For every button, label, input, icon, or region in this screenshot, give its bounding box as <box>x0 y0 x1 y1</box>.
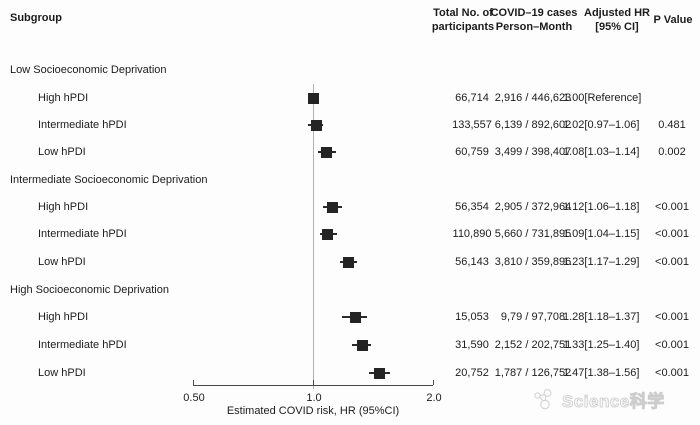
hr-marker <box>356 339 368 351</box>
col-cases: 9,79 / 97,708 <box>500 311 566 323</box>
group-row-label: High Socioeconomic Deprivation <box>10 284 169 296</box>
hr-marker <box>310 119 322 131</box>
hr-marker <box>327 201 339 213</box>
col-participants: 133,557 <box>452 119 492 131</box>
col-pvalue: <0.001 <box>655 201 689 213</box>
row-label: High hPDI <box>38 311 89 323</box>
watermark-logo-icon <box>534 389 552 410</box>
col-hr: 1.28[1.18–1.37] <box>563 311 640 323</box>
watermark-text: Science科学 <box>562 392 665 412</box>
row-label: Low hPDI <box>38 256 86 268</box>
col-participants: 56,354 <box>455 201 489 213</box>
col-hr: 1.47[1.38–1.56] <box>563 367 640 379</box>
x-axis-tick-label: 1.0 <box>306 392 322 404</box>
column-header-subgroup: Subgroup <box>10 12 62 24</box>
col-participants: 66,714 <box>455 92 489 104</box>
hr-marker <box>322 228 334 240</box>
row-label: Intermediate hPDI <box>38 339 127 351</box>
reference-line <box>312 84 314 389</box>
column-header-participants: Total No. of participants <box>428 6 498 34</box>
hr-marker <box>350 311 362 323</box>
row-label: Low hPDI <box>38 146 86 158</box>
col-cases: 2,916 / 446,623 <box>494 92 572 104</box>
col-hr: 1.23[1.17–1.29] <box>563 256 640 268</box>
col-participants: 15,053 <box>455 311 489 323</box>
column-header-adjusted-hr-line2: [95% CI] <box>595 21 639 33</box>
row-label: High hPDI <box>38 201 89 213</box>
col-pvalue: <0.001 <box>655 311 689 323</box>
column-header-cases-line2: Person–Month <box>495 21 573 33</box>
group-row-label: Intermediate Socioeconomic Deprivation <box>10 174 208 186</box>
hr-marker <box>307 92 319 104</box>
column-header-p-value: P Value <box>653 14 693 26</box>
column-header-participants-line1: Total No. of <box>433 7 493 19</box>
col-participants: 110,890 <box>452 228 492 240</box>
hr-marker <box>374 367 386 379</box>
x-axis-tick <box>313 380 314 385</box>
row-label: Intermediate hPDI <box>38 228 127 240</box>
row-label: Low hPDI <box>38 367 86 379</box>
col-pvalue: <0.001 <box>655 339 689 351</box>
col-hr: 1.12[1.06–1.18] <box>563 201 640 213</box>
row-label: Intermediate hPDI <box>38 119 127 131</box>
col-cases: 3,810 / 359,896 <box>494 256 572 268</box>
column-header-cases-line1: COVID–19 cases <box>490 7 578 19</box>
col-pvalue: 0.481 <box>658 119 686 131</box>
col-cases: 6,139 / 892,602 <box>494 119 572 131</box>
col-cases: 2,905 / 372,964 <box>494 201 572 213</box>
col-hr: 1.09[1.04–1.15] <box>563 228 640 240</box>
col-hr: 1.33[1.25–1.40] <box>563 339 640 351</box>
col-cases: 2,152 / 202,751 <box>494 339 572 351</box>
col-cases: 5,660 / 731,895 <box>494 228 572 240</box>
group-row-label: Low Socioeconomic Deprivation <box>10 64 167 76</box>
col-cases: 3,499 / 398,407 <box>494 146 572 158</box>
x-axis-tick <box>193 380 194 385</box>
col-participants: 60,759 <box>455 146 489 158</box>
x-axis-title: Estimated COVID risk, HR (95%CI) <box>226 405 400 417</box>
col-participants: 20,752 <box>455 367 489 379</box>
col-participants: 56,143 <box>455 256 489 268</box>
watermark: Science科学 <box>531 387 665 412</box>
column-header-adjusted-hr-line1: Adjusted HR <box>584 7 650 19</box>
col-hr: 1.00[Reference] <box>563 92 642 104</box>
x-axis-tick <box>433 380 434 385</box>
column-header-participants-line2: participants <box>431 21 495 33</box>
col-participants: 31,590 <box>455 339 489 351</box>
row-label: High hPDI <box>38 92 89 104</box>
hr-marker <box>320 146 332 158</box>
x-axis-tick-label: 2.0 <box>426 392 442 404</box>
x-axis-tick-label: 0.50 <box>183 392 205 404</box>
col-hr: 1.02[0.97–1.06] <box>563 119 640 131</box>
x-axis-line <box>193 385 433 386</box>
col-pvalue: <0.001 <box>655 256 689 268</box>
col-cases: 1,787 / 126,752 <box>494 367 572 379</box>
col-hr: 1.08[1.03–1.14] <box>563 146 640 158</box>
col-pvalue: <0.001 <box>655 367 689 379</box>
column-header-adjusted-hr: Adjusted HR [95% CI] <box>580 6 654 34</box>
column-header-cases: COVID–19 cases Person–Month <box>488 6 580 34</box>
col-pvalue: 0.002 <box>658 146 686 158</box>
hr-marker <box>343 256 355 268</box>
col-pvalue: <0.001 <box>655 228 689 240</box>
